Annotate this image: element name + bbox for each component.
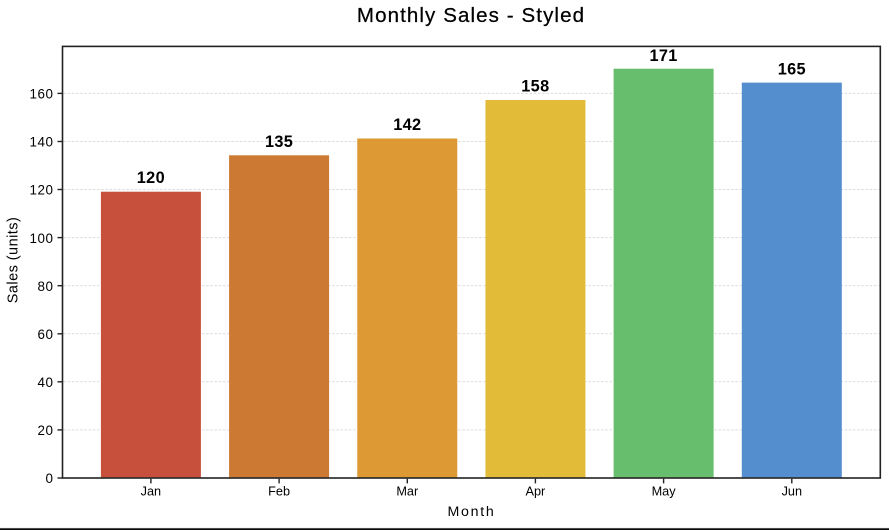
svg-text:171: 171 [649, 47, 677, 65]
svg-text:Apr: Apr [526, 485, 547, 499]
svg-text:0: 0 [46, 471, 54, 486]
svg-text:135: 135 [265, 133, 293, 151]
svg-text:Month: Month [448, 504, 496, 520]
svg-text:Jun: Jun [782, 485, 802, 499]
svg-text:Jan: Jan [141, 485, 161, 499]
svg-text:60: 60 [38, 327, 54, 342]
svg-text:Mar: Mar [396, 485, 419, 499]
svg-text:120: 120 [137, 169, 165, 187]
svg-text:Sales (units): Sales (units) [6, 217, 22, 303]
svg-text:140: 140 [30, 135, 54, 150]
svg-text:142: 142 [393, 116, 421, 134]
svg-text:158: 158 [521, 78, 549, 96]
svg-text:Feb: Feb [268, 485, 290, 499]
svg-text:160: 160 [30, 87, 54, 102]
svg-text:20: 20 [38, 423, 54, 438]
svg-text:100: 100 [30, 231, 54, 246]
svg-text:40: 40 [38, 375, 54, 390]
svg-text:80: 80 [38, 279, 54, 294]
svg-text:120: 120 [30, 183, 54, 198]
svg-text:Monthly Sales - Styled: Monthly Sales - Styled [357, 4, 585, 27]
svg-text:May: May [652, 485, 677, 499]
svg-text:165: 165 [778, 61, 806, 79]
